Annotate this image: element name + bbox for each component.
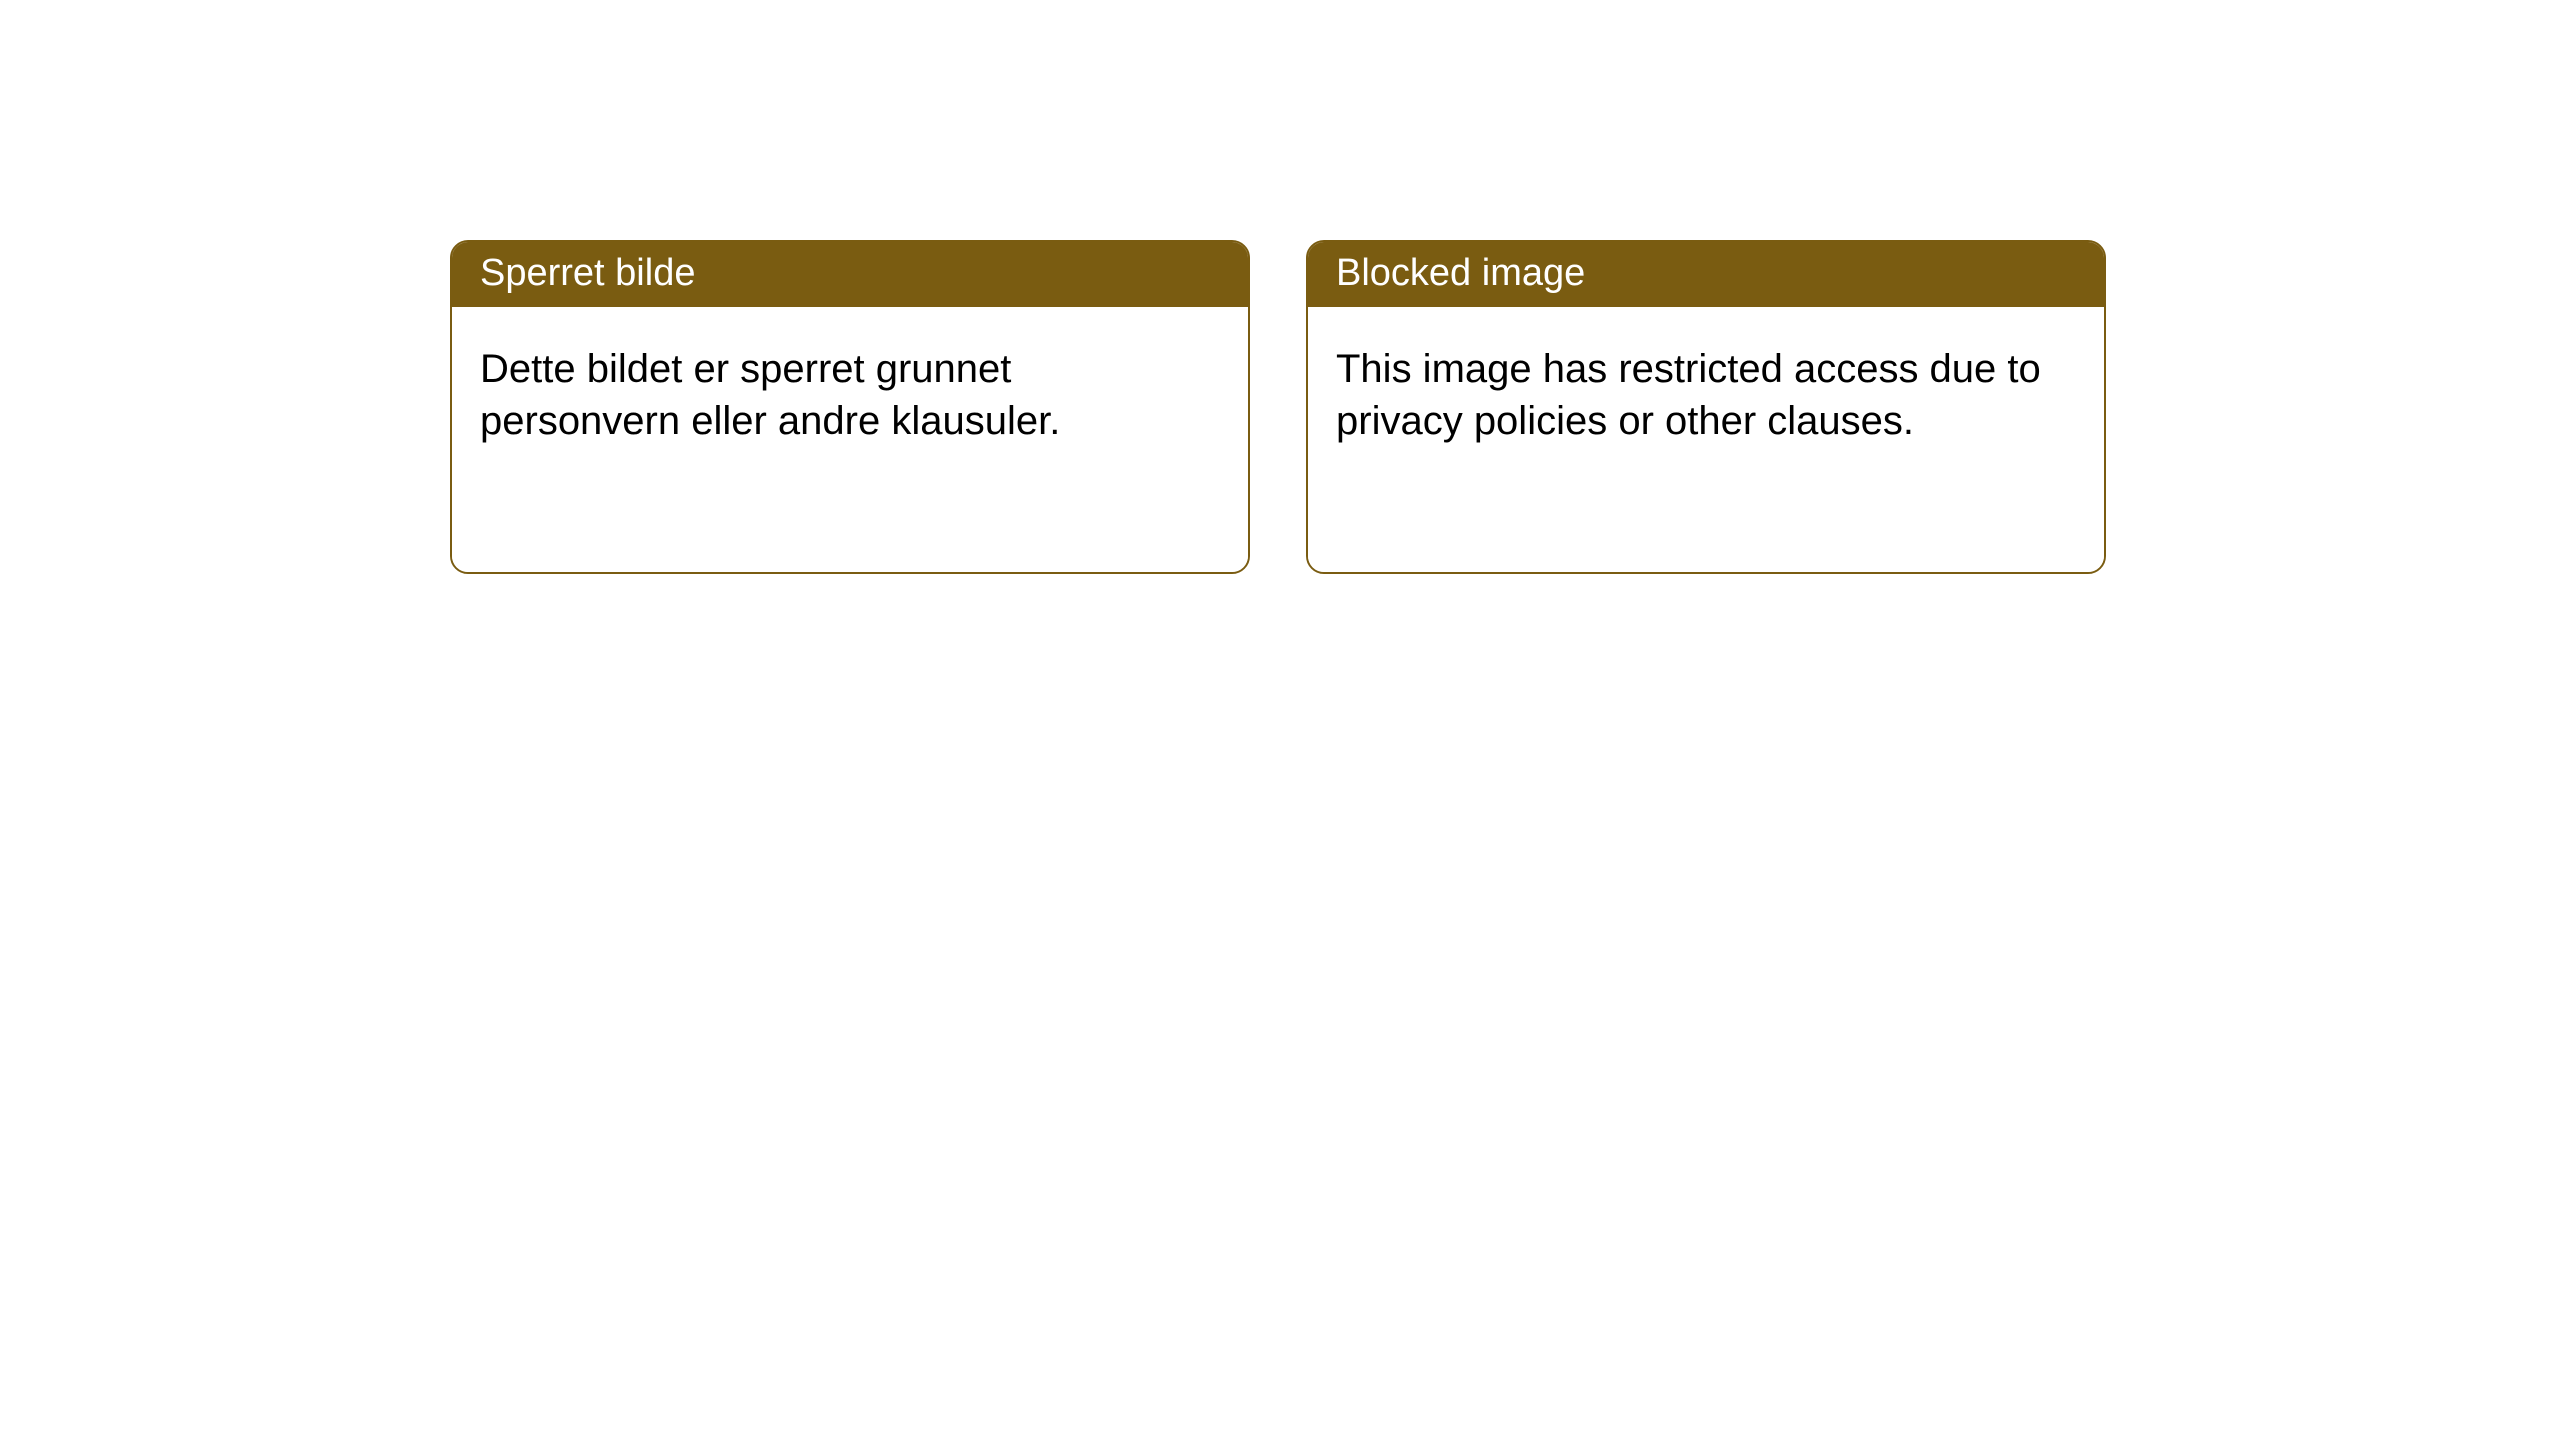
notice-card-text: This image has restricted access due to …	[1336, 347, 2041, 443]
notice-card-body: This image has restricted access due to …	[1308, 307, 2104, 572]
notice-card-header: Blocked image	[1308, 242, 2104, 307]
notice-card-norwegian: Sperret bilde Dette bildet er sperret gr…	[450, 240, 1250, 574]
notice-card-title: Sperret bilde	[480, 252, 695, 294]
notice-card-body: Dette bildet er sperret grunnet personve…	[452, 307, 1248, 572]
notice-card-header: Sperret bilde	[452, 242, 1248, 307]
notice-card-english: Blocked image This image has restricted …	[1306, 240, 2106, 574]
notice-card-title: Blocked image	[1336, 252, 1585, 294]
notice-card-text: Dette bildet er sperret grunnet personve…	[480, 347, 1060, 443]
notice-container: Sperret bilde Dette bildet er sperret gr…	[0, 0, 2560, 574]
